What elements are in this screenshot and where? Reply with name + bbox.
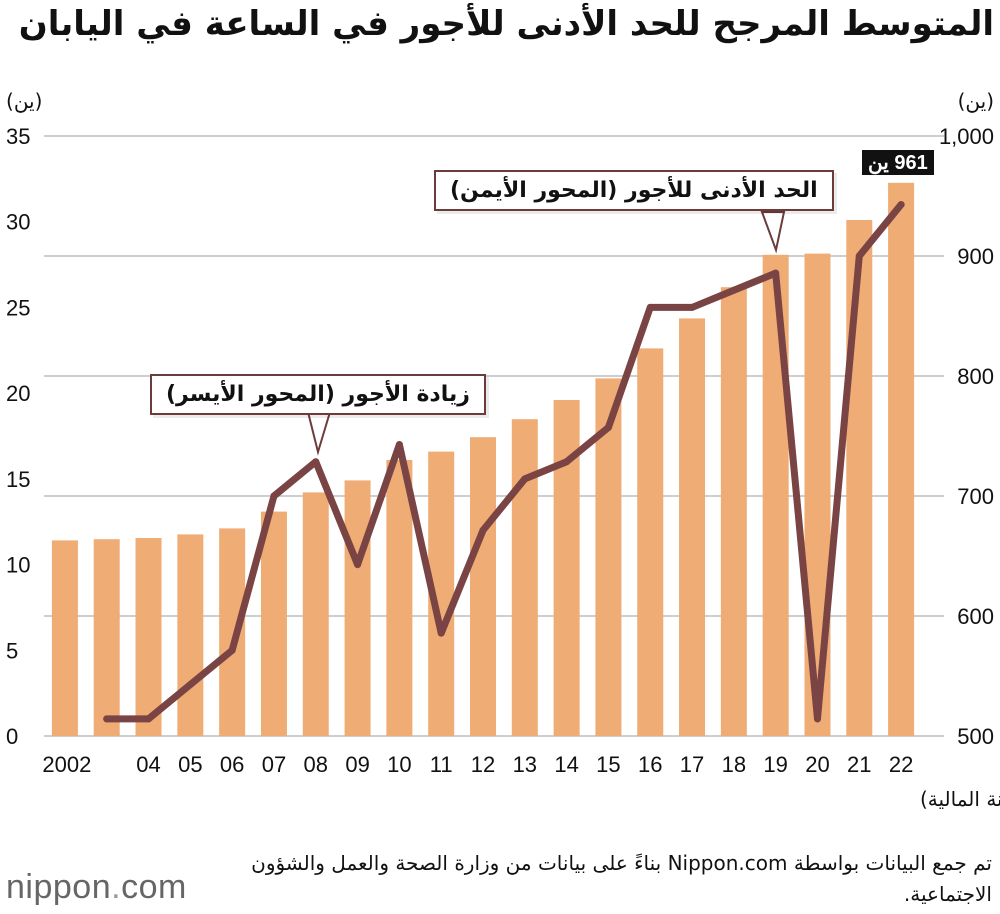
line-point-13	[521, 475, 529, 483]
chart-title: المتوسط المرجح للحد الأدنى للأجور في الس…	[18, 4, 994, 44]
line-point-14	[563, 458, 571, 466]
bar-17	[679, 318, 706, 736]
line-point-12	[479, 526, 487, 534]
left-axis-unit: (ين)	[6, 89, 42, 113]
logo-dot: .	[111, 868, 122, 906]
right-tick-label: 900	[957, 244, 994, 269]
line-point-17	[688, 303, 696, 311]
logo-suffix: com	[121, 868, 187, 906]
left-tick-label: 5	[6, 638, 18, 663]
x-tick-label: 22	[889, 752, 913, 777]
x-tick-label: 10	[387, 752, 411, 777]
right-tick-label: 800	[957, 364, 994, 389]
x-axis-label: (السنة المالية)	[920, 787, 1000, 811]
left-tick-label: 10	[6, 553, 30, 578]
bar-callout-pointer	[760, 211, 786, 254]
bar-10	[386, 460, 413, 736]
line-point-10	[395, 441, 403, 449]
left-tick-label: 30	[6, 210, 30, 235]
x-tick-label: 06	[220, 752, 244, 777]
x-tick-label: 11	[430, 752, 453, 777]
line-point-03	[103, 715, 111, 723]
line-point-09	[354, 561, 362, 569]
wage-increase-line	[103, 201, 905, 723]
x-tick-label: 14	[554, 752, 578, 777]
bar-2002	[51, 540, 78, 736]
line-series-callout: زيادة الأجور (المحور الأيسر)	[150, 374, 486, 415]
right-axis-unit: (ين)	[958, 89, 994, 113]
right-tick-label: 700	[957, 484, 994, 509]
line-point-22	[897, 201, 905, 209]
source-note: تم جمع البيانات بواسطة Nippon.com بناءً …	[251, 851, 992, 906]
line-point-07	[270, 492, 278, 500]
bar-05	[177, 534, 204, 736]
line-point-20	[813, 715, 821, 723]
right-tick-label: 600	[957, 604, 994, 629]
bar-16	[637, 348, 664, 736]
line-callout-pointer	[306, 411, 332, 456]
bar-06	[219, 528, 246, 736]
line-point-16	[646, 303, 654, 311]
line-point-19	[772, 269, 780, 277]
right-tick-label: 1,000	[939, 124, 994, 149]
bar-09	[344, 480, 371, 736]
last-value-tag: 961 ين	[862, 150, 934, 175]
line-point-11	[437, 629, 445, 637]
x-tick-label: 2002	[42, 752, 91, 777]
bar-21	[846, 220, 873, 736]
bar-20	[804, 253, 831, 736]
bar-series-callout: الحد الأدنى للأجور (المحور الأيمن)	[434, 170, 834, 211]
x-tick-label: 08	[304, 752, 328, 777]
x-tick-label: 05	[178, 752, 202, 777]
x-tick-label: 13	[513, 752, 537, 777]
x-tick-label: 19	[763, 752, 787, 777]
line-point-18	[730, 286, 738, 294]
bar-19	[762, 254, 789, 737]
x-tick-label: 09	[345, 752, 369, 777]
x-tick-label: 18	[722, 752, 746, 777]
x-tick-label: 21	[847, 752, 871, 777]
x-tick-label: 04	[136, 752, 160, 777]
bar-04	[135, 538, 162, 736]
line-point-04	[145, 715, 153, 723]
nippon-logo: nippon.com	[6, 868, 187, 907]
bar-07	[260, 511, 287, 736]
left-tick-label: 0	[6, 724, 18, 749]
line-point-05	[186, 681, 194, 689]
line-point-06	[228, 646, 236, 654]
logo-word: nippon	[6, 868, 112, 906]
x-tick-label: 12	[471, 752, 495, 777]
bar-08	[302, 492, 329, 736]
left-tick-label: 15	[6, 467, 30, 492]
right-tick-label: 500	[957, 724, 994, 749]
bar-12	[470, 437, 496, 736]
left-tick-label: 35	[6, 124, 30, 149]
bar-18	[720, 287, 747, 736]
line-point-08	[312, 458, 320, 466]
line-point-21	[855, 252, 863, 260]
left-tick-label: 25	[6, 295, 30, 320]
bar-03	[93, 539, 120, 736]
x-tick-label: 20	[805, 752, 829, 777]
x-tick-label: 15	[596, 752, 620, 777]
x-tick-label: 07	[262, 752, 286, 777]
bar-13	[511, 419, 538, 736]
left-tick-label: 20	[6, 381, 30, 406]
bar-22	[888, 182, 915, 737]
line-point-15	[604, 423, 612, 431]
x-tick-label: 17	[680, 752, 704, 777]
x-tick-label: 16	[638, 752, 662, 777]
